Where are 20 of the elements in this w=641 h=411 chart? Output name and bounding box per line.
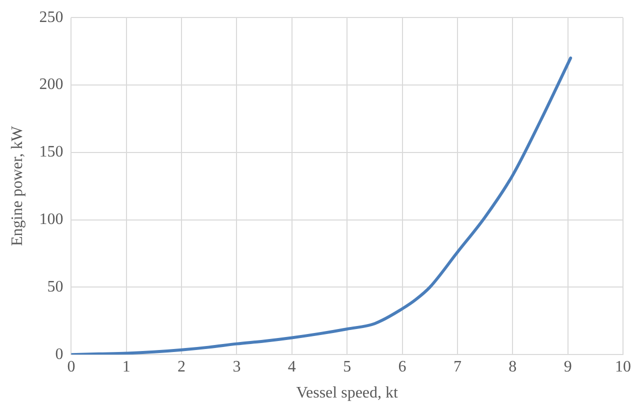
x-tick-label: 3	[232, 358, 241, 376]
line-series	[71, 56, 572, 355]
x-tick-label: 9	[564, 358, 572, 376]
y-tick-label: 100	[39, 211, 64, 228]
y-tick-label: 0	[55, 346, 64, 363]
x-axis-title: Vessel speed, kt	[296, 384, 399, 402]
x-tick-label: 4	[288, 358, 296, 376]
x-tick-label: 2	[178, 358, 186, 376]
y-axis-title: Engine power, kW	[8, 125, 26, 246]
y-tick-label: 250	[39, 8, 64, 26]
y-tick-label: 50	[47, 278, 64, 296]
x-tick-label: 6	[398, 358, 406, 376]
x-tick-label: 8	[508, 358, 517, 376]
y-tick-label: 150	[39, 144, 64, 161]
x-tick-label: 7	[453, 358, 462, 376]
x-tick-label: 1	[122, 358, 130, 376]
x-tick-label: 5	[343, 358, 352, 376]
y-tick-label: 200	[39, 76, 64, 94]
x-tick-label: 10	[615, 358, 631, 376]
x-tick-label: 0	[67, 358, 76, 376]
